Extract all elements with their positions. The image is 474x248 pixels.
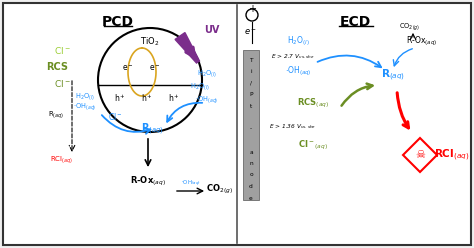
Text: e$^-$: e$^-$ xyxy=(244,27,256,37)
Text: $\cdot$OH$_{(aq)}$: $\cdot$OH$_{(aq)}$ xyxy=(73,101,97,112)
Text: RCl$_{(aq)}$: RCl$_{(aq)}$ xyxy=(50,155,73,165)
Text: R-Ox$_{(aq)}$: R-Ox$_{(aq)}$ xyxy=(407,35,438,49)
Text: +: + xyxy=(248,4,256,14)
Polygon shape xyxy=(175,32,200,63)
Text: d: d xyxy=(249,184,253,189)
Text: R$_{(aq)}$: R$_{(aq)}$ xyxy=(48,109,64,120)
Text: RCS: RCS xyxy=(46,62,68,72)
Text: T: T xyxy=(249,58,253,62)
Text: RCS$_{(aq)}$: RCS$_{(aq)}$ xyxy=(297,97,329,111)
Text: ECD: ECD xyxy=(339,15,371,29)
Text: $E$ > 2.7 V$_{vs. she}$: $E$ > 2.7 V$_{vs. she}$ xyxy=(271,52,315,61)
Bar xyxy=(243,50,259,200)
Text: e: e xyxy=(249,195,253,200)
Text: ☠: ☠ xyxy=(415,150,425,160)
Text: TiO$_2$: TiO$_2$ xyxy=(140,36,160,48)
Text: $\cdot$OH$_{(aq)}$: $\cdot$OH$_{(aq)}$ xyxy=(195,94,219,105)
Text: Cl$^-$: Cl$^-$ xyxy=(54,45,70,56)
Text: H$_2$O$_{(l)}$: H$_2$O$_{(l)}$ xyxy=(197,68,217,79)
Text: $\cdot$OH$_{(aq)}$: $\cdot$OH$_{(aq)}$ xyxy=(181,179,201,189)
Text: h$^+$: h$^+$ xyxy=(141,92,153,104)
Text: R$_{(aq)}$: R$_{(aq)}$ xyxy=(381,68,405,83)
Text: h$^+$: h$^+$ xyxy=(114,92,126,104)
FancyBboxPatch shape xyxy=(3,3,471,245)
Text: H$_2$O$_{(l)}$: H$_2$O$_{(l)}$ xyxy=(190,81,210,92)
Text: /: / xyxy=(250,81,252,86)
Text: e$^-$: e$^-$ xyxy=(149,63,161,73)
Text: a: a xyxy=(249,150,253,155)
Text: P: P xyxy=(249,92,253,97)
Text: R$_{(aq)}$: R$_{(aq)}$ xyxy=(141,122,164,137)
Text: H$_2$O$_{(l)}$: H$_2$O$_{(l)}$ xyxy=(75,92,95,102)
Text: CO$_2$$_{(g)}$: CO$_2$$_{(g)}$ xyxy=(206,182,234,195)
Text: t: t xyxy=(250,103,252,109)
Text: o: o xyxy=(249,173,253,178)
Text: n: n xyxy=(249,161,253,166)
Text: Cl$^-$: Cl$^-$ xyxy=(108,111,122,122)
Text: Cl$^-$: Cl$^-$ xyxy=(54,78,70,89)
Text: Cl$^-$$_{(aq)}$: Cl$^-$$_{(aq)}$ xyxy=(298,139,328,153)
Text: R-Ox$_{(aq)}$: R-Ox$_{(aq)}$ xyxy=(130,174,166,187)
Text: $\cdot$OH$_{(aq)}$: $\cdot$OH$_{(aq)}$ xyxy=(285,64,311,77)
Text: $E$ > 1.36 V$_{vs. she}$: $E$ > 1.36 V$_{vs. she}$ xyxy=(269,122,317,131)
Text: RCl$_{(aq)}$: RCl$_{(aq)}$ xyxy=(434,147,470,163)
Text: i: i xyxy=(250,69,252,74)
Text: CO$_2$$_{(g)}$: CO$_2$$_{(g)}$ xyxy=(399,21,420,32)
Text: h$^+$: h$^+$ xyxy=(168,92,180,104)
Text: H$_2$O$_{(l)}$: H$_2$O$_{(l)}$ xyxy=(287,35,310,49)
Text: e$^-$: e$^-$ xyxy=(122,63,134,73)
Text: UV: UV xyxy=(204,25,219,35)
Text: -: - xyxy=(250,126,252,131)
Text: PCD: PCD xyxy=(102,15,134,29)
